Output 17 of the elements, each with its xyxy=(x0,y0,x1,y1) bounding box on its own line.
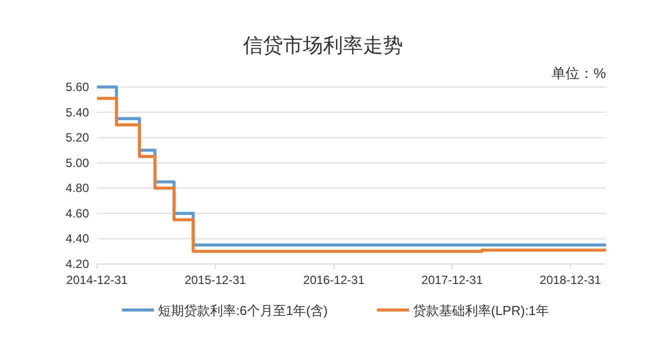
legend-label: 贷款基础利率(LPR):1年 xyxy=(413,303,549,318)
x-tick-label: 2014-12-31 xyxy=(66,273,128,287)
x-tick-label: 2015-12-31 xyxy=(184,273,246,287)
y-tick-label: 4.40 xyxy=(66,232,90,246)
x-tick-label: 2018-12-31 xyxy=(540,273,602,287)
y-tick-label: 4.80 xyxy=(66,181,90,196)
y-tick-label: 4.60 xyxy=(66,206,90,220)
legend-label: 短期贷款利率:6个月至1年(含) xyxy=(158,303,328,318)
chart-title: 信贷市场利率走势 xyxy=(243,35,403,57)
y-tick-label: 5.00 xyxy=(66,156,90,170)
y-tick-label: 5.40 xyxy=(66,105,90,120)
y-tick-label: 5.20 xyxy=(66,130,90,145)
text: 单位：% xyxy=(552,65,606,81)
y-tick-label: 5.60 xyxy=(66,80,90,94)
x-tick-label: 2016-12-31 xyxy=(303,273,365,287)
x-tick-label: 2017-12-31 xyxy=(421,273,484,287)
y-tick-label: 4.20 xyxy=(66,257,90,271)
